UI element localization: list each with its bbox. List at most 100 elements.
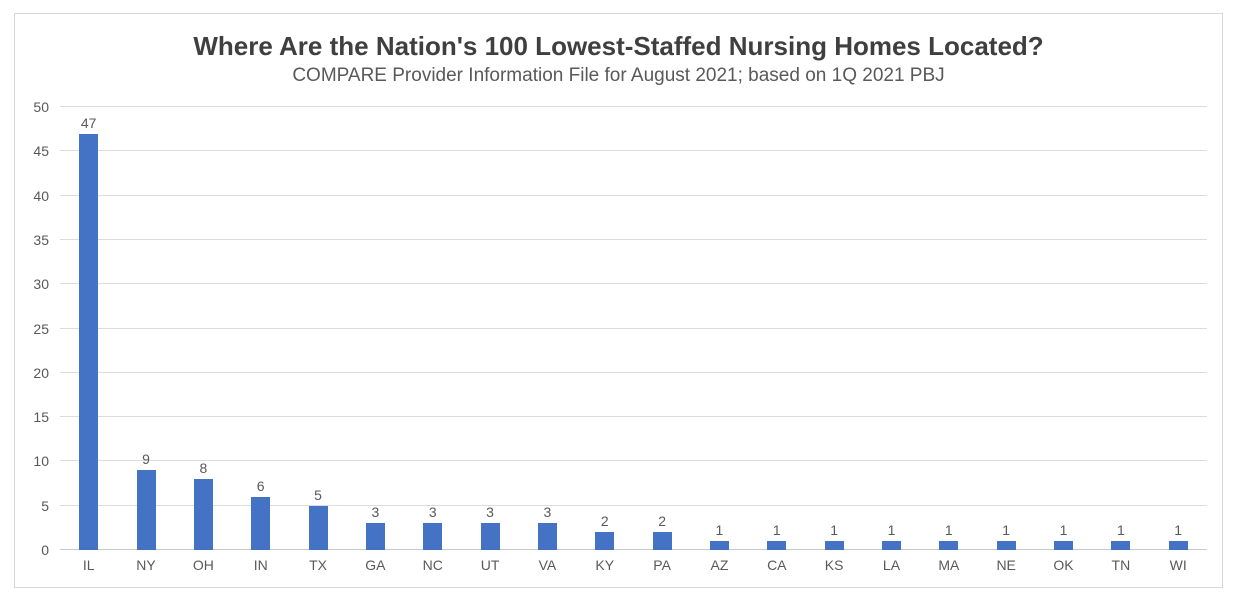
x-tick-label: NY	[136, 557, 156, 573]
bar-cell: 1	[1092, 523, 1149, 550]
bar-value-label: 3	[371, 504, 380, 521]
x-tick-label: AZ	[710, 557, 729, 573]
bar	[251, 496, 271, 550]
y-tick-label: 5	[41, 497, 49, 514]
bar	[193, 479, 213, 550]
x-tick-label: GA	[365, 557, 386, 573]
bar	[365, 523, 385, 550]
gridline	[60, 106, 1207, 107]
bar-value-label: 8	[199, 460, 208, 477]
y-tick-label: 45	[33, 143, 49, 160]
gridline	[60, 150, 1207, 152]
x-tick-label: LA	[882, 557, 901, 573]
bar-value-label: 1	[1116, 522, 1125, 539]
y-tick-label: 0	[41, 542, 49, 558]
bar	[824, 541, 844, 550]
gridline	[60, 238, 1207, 240]
bar-value-label: 1	[887, 522, 896, 539]
x-tick-label: TX	[309, 557, 327, 573]
x-axis: IL NY OH IN TX GA NC UT VA KY PA AZ CA KS LA MA NE OK TN WI	[60, 557, 1207, 573]
bar	[136, 470, 156, 550]
bar-value-label: 1	[1059, 522, 1068, 539]
bar	[308, 505, 328, 550]
bar-value-label: 2	[658, 513, 666, 530]
bar-cell: 1	[1035, 523, 1092, 550]
plot-area: 0 5 10 15 20 25 30 35 40 45 50 47 9 8 6 5 3 3 3 3 2 2 1 1 1 1 1 1 1…	[33, 99, 1207, 573]
chart-subtitle: COMPARE Provider Information File for Au…	[292, 65, 945, 86]
bar-value-label: 1	[830, 522, 839, 539]
y-tick-label: 25	[33, 320, 49, 337]
bar-value-label: 9	[142, 451, 150, 468]
y-tick-label: 35	[33, 231, 49, 248]
x-tick-label: PA	[653, 557, 671, 573]
bar-value-label: 1	[1002, 522, 1011, 539]
bar-value-label: 5	[314, 486, 322, 503]
x-tick-label: TN	[1111, 557, 1131, 573]
bar-cell: 8	[175, 461, 232, 550]
bar-cell: 1	[691, 523, 748, 550]
chart-container: Where Are the Nation's 100 Lowest-Staffe…	[14, 13, 1223, 588]
bar-cell: 1	[805, 523, 862, 550]
bar-cell: 5	[289, 486, 346, 550]
gridline	[60, 504, 1207, 506]
bar-value-label: 2	[600, 513, 609, 530]
gridline	[60, 460, 1207, 462]
x-tick-label: CA	[767, 557, 787, 573]
bar	[1111, 541, 1131, 550]
gridlines	[60, 106, 1207, 550]
bar	[767, 541, 787, 550]
bar	[1054, 541, 1074, 550]
bar-cell: 1	[978, 523, 1035, 550]
gridline	[60, 283, 1207, 285]
bar-value-label: 1	[772, 522, 781, 539]
bar-value-label: 3	[543, 504, 552, 521]
bar-value-label: 1	[944, 522, 953, 539]
x-tick-label: OH	[192, 557, 214, 573]
x-tick-label: OK	[1053, 557, 1074, 573]
bar	[652, 532, 672, 550]
y-tick-label: 40	[33, 187, 49, 204]
bar	[595, 532, 615, 550]
bar-cell: 3	[404, 505, 461, 550]
x-tick-label: NC	[422, 557, 443, 573]
y-tick-label: 20	[33, 364, 49, 381]
x-tick-label: IN	[253, 557, 268, 573]
bar-series: 47 9 8 6 5 3 3 3 3 2 2 1 1 1 1 1 1 1 1 1	[60, 107, 1207, 550]
bar-cell: 2	[576, 514, 633, 550]
bar-value-label: 3	[428, 504, 437, 521]
chart-title: Where Are the Nation's 100 Lowest-Staffe…	[193, 31, 1044, 61]
bar-cell: 3	[519, 505, 576, 550]
bar-cell: 1	[920, 523, 977, 550]
bar-cell: 6	[232, 477, 289, 550]
gridline	[60, 416, 1207, 418]
bar-cell: 9	[117, 452, 174, 550]
bar	[537, 523, 557, 550]
bar-cell: 1	[863, 523, 920, 550]
y-tick-label: 50	[33, 99, 49, 115]
bar	[996, 541, 1016, 550]
x-tick-label: KY	[595, 557, 615, 573]
bar-cell: 1	[748, 523, 805, 550]
x-tick-label: KS	[824, 557, 844, 573]
y-tick-label: 30	[33, 276, 49, 293]
bar-cell: 47	[60, 114, 117, 550]
bar	[709, 541, 729, 550]
x-tick-label: MA	[938, 557, 960, 573]
bar	[480, 523, 500, 550]
bar	[939, 541, 959, 550]
bar-value-label: 1	[1174, 522, 1183, 539]
gridline	[60, 371, 1207, 373]
x-tick-label: UT	[480, 557, 500, 573]
bar-cell: 1	[1150, 523, 1207, 550]
bar	[423, 523, 443, 550]
bar	[1168, 541, 1188, 550]
bar-cell: 2	[633, 514, 690, 550]
bar-cell: 3	[461, 505, 518, 550]
bar-value-label: 6	[256, 477, 265, 494]
y-tick-label: 10	[33, 453, 49, 470]
x-tick-label: IL	[82, 557, 95, 573]
bar-cell: 3	[347, 505, 404, 550]
x-axis-line	[60, 549, 1207, 550]
bar-value-label: 47	[80, 114, 97, 131]
y-axis: 0 5 10 15 20 25 30 35 40 45 50	[15, 99, 49, 558]
